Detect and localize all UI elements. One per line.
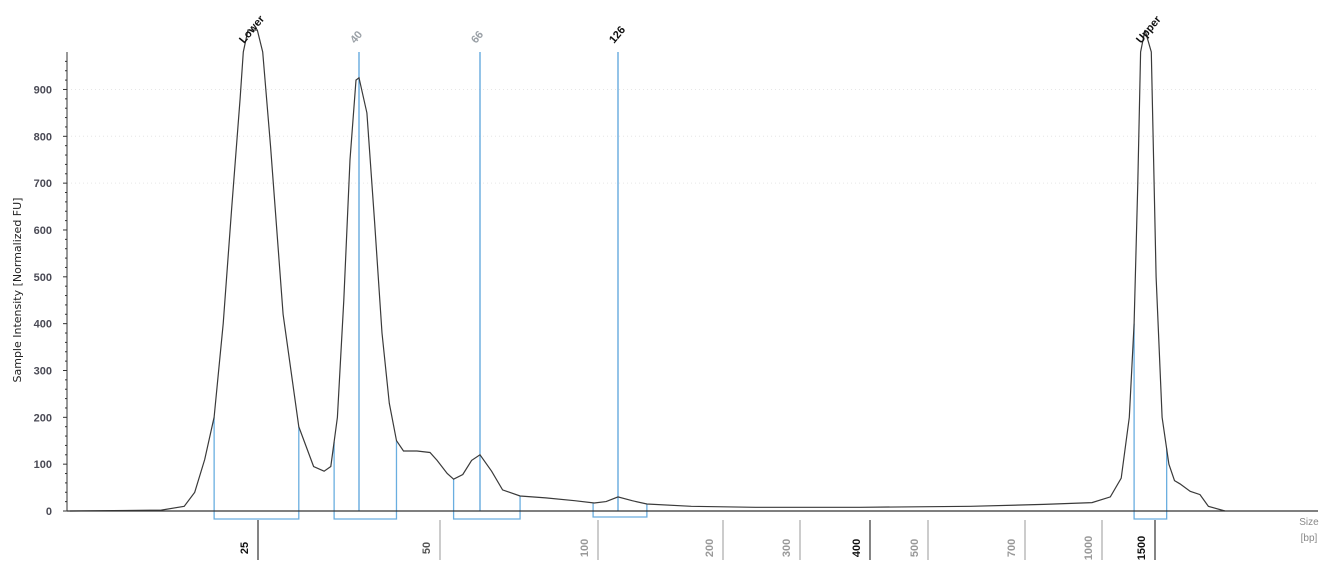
- x-tick-label: 1500: [1136, 536, 1148, 560]
- y-tick-label: 600: [34, 225, 52, 237]
- peak-label: Lower: [237, 13, 267, 46]
- peak-markers: [358, 52, 619, 511]
- y-tick-label: 200: [34, 412, 52, 424]
- y-axis-label: Sample Intensity [Normalized FU]: [11, 198, 24, 383]
- peak-region-bracket: [333, 440, 398, 520]
- x-axis-label-size: Size: [1299, 517, 1319, 528]
- x-tick-label: 1000: [1083, 536, 1095, 560]
- y-tick-label: 900: [34, 84, 52, 96]
- x-tick-label: 50: [421, 542, 433, 554]
- y-tick-label: 400: [34, 319, 52, 331]
- axes: [66, 52, 1318, 512]
- y-tick-label: 0: [46, 506, 52, 518]
- peak-region-bracket: [452, 479, 521, 520]
- y-tick-label: 800: [34, 131, 52, 143]
- peak-regions: [213, 323, 1168, 520]
- x-ticks: 25 50 100 200 300 400 500 700 1000 1500: [239, 520, 1156, 560]
- x-tick-label: 200: [704, 539, 716, 557]
- x-tick-label: 700: [1006, 539, 1018, 557]
- x-axis-label-unit: [bp]: [1301, 533, 1318, 544]
- y-tick-label: 100: [34, 459, 52, 471]
- x-tick-label: 100: [579, 539, 591, 557]
- peak-region-bracket: [1133, 323, 1168, 520]
- peak-label: 40: [348, 29, 365, 46]
- y-tick-label: 500: [34, 272, 52, 284]
- y-tick-label: 300: [34, 365, 52, 377]
- trace-line: [69, 29, 1226, 512]
- peak-label: 126: [607, 24, 628, 46]
- y-ticks: 0 100 200 300 400 500 600 700 800 900: [34, 60, 67, 518]
- x-tick-label: 500: [909, 539, 921, 557]
- peak-label: 66: [469, 29, 486, 46]
- x-tick-label: 400: [851, 539, 863, 557]
- y-tick-label: 700: [34, 178, 52, 190]
- peak-label: Upper: [1134, 13, 1164, 46]
- gridlines: [67, 88, 1318, 184]
- x-tick-label: 25: [239, 542, 251, 554]
- peak-region-bracket: [592, 502, 648, 518]
- x-tick-label: 300: [781, 539, 793, 557]
- peak-labels: Lower 40 66 126 Upper: [237, 13, 1164, 46]
- peak-region-bracket: [213, 417, 300, 520]
